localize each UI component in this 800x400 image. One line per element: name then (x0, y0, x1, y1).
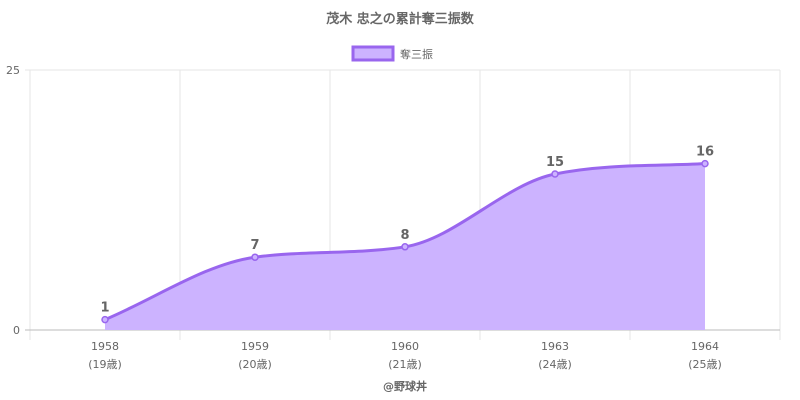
x-tick-sublabel: (21歳) (388, 358, 422, 371)
data-points (101, 159, 709, 324)
x-tick-label: 1963 (541, 340, 569, 353)
x-tick-sublabel: (24歳) (538, 358, 572, 371)
data-label: 8 (400, 228, 409, 243)
x-tick-label: 1960 (391, 340, 419, 353)
x-tick-sublabel: (19歳) (88, 358, 122, 371)
data-label: 16 (696, 145, 714, 160)
data-label: 7 (250, 238, 259, 253)
legend-label: 奪三振 (400, 47, 433, 61)
data-point[interactable] (401, 243, 409, 251)
data-point[interactable] (551, 170, 559, 178)
y-tick-label-min: 0 (13, 324, 20, 337)
data-point[interactable] (251, 253, 259, 261)
data-point[interactable] (701, 159, 709, 168)
data-label: 1 (100, 301, 109, 316)
data-point[interactable] (101, 315, 109, 324)
legend: 奪三振 (351, 45, 433, 62)
legend-swatch (351, 45, 395, 62)
x-axis: 1958 (19歳) 1959 (20歳) 1960 (21歳) 1963 (24歳) 1964… (88, 340, 722, 371)
x-tick-label: 1959 (241, 340, 269, 353)
x-tick-sublabel: (25歳) (688, 358, 722, 371)
data-labels: 1 7 8 15 16 (100, 145, 714, 316)
x-tick-sublabel: (20歳) (238, 358, 272, 371)
y-axis: 25 0 (6, 64, 20, 337)
y-tick-label-max: 25 (6, 64, 20, 77)
chart-title: 茂木 忠之の累計奪三振数 (326, 11, 475, 27)
data-label: 15 (546, 155, 564, 170)
x-tick-label: 1964 (691, 340, 719, 353)
x-axis-label: @野球丼 (383, 379, 427, 393)
x-tick-label: 1958 (91, 340, 119, 353)
